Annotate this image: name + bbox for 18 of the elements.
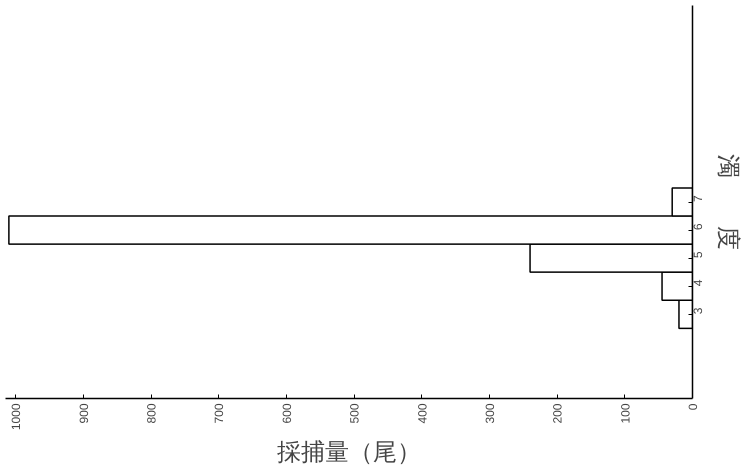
x-tick-label: 600 bbox=[280, 403, 294, 424]
x-tick-label: 400 bbox=[415, 403, 430, 424]
x-tick-label: 0 bbox=[686, 403, 700, 410]
x-tick-label: 700 bbox=[212, 403, 226, 424]
y-axis-title: 濁 度 bbox=[714, 154, 742, 250]
x-tick-label: 1000 bbox=[9, 403, 24, 430]
y-tick-label: 4 bbox=[691, 279, 705, 286]
x-tick-label: 300 bbox=[482, 403, 497, 424]
x-axis-title: 採捕量（尾） bbox=[277, 438, 421, 466]
y-tick-label: 6 bbox=[691, 223, 705, 230]
x-tick-label: 100 bbox=[618, 403, 632, 424]
x-tick-label: 200 bbox=[550, 403, 565, 424]
x-tick-label: 900 bbox=[76, 403, 91, 424]
y-tick-label: 7 bbox=[691, 195, 705, 202]
x-tick-label: 800 bbox=[144, 403, 159, 424]
y-tick-label: 5 bbox=[691, 251, 705, 258]
x-tick-label: 500 bbox=[348, 403, 362, 424]
y-tick-label: 3 bbox=[691, 307, 705, 314]
